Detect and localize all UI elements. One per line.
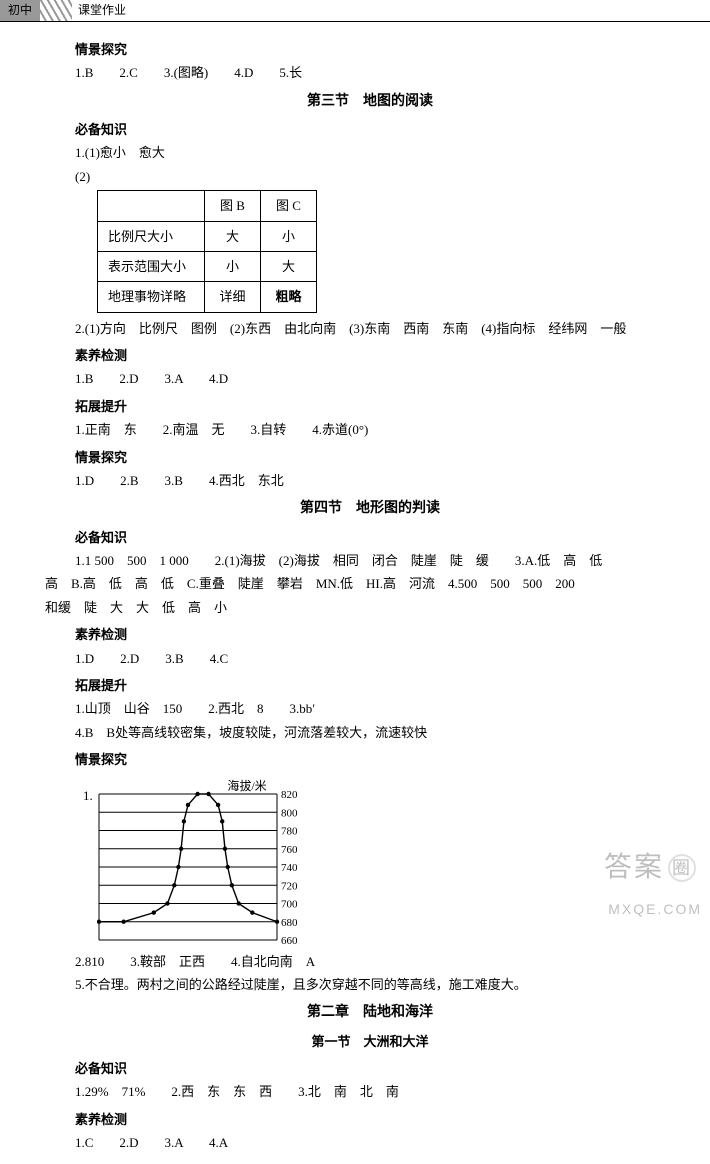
data-point [195, 791, 199, 795]
section-heading: 必备知识 [75, 1057, 665, 1080]
header-divider [40, 0, 72, 21]
header-title: 课堂作业 [72, 0, 132, 23]
data-point [176, 864, 180, 868]
table-cell [98, 191, 205, 221]
comparison-table: 图 B 图 C 比例尺大小 大 小 表示范围大小 小 大 地理事物详略 详细 粗… [97, 190, 317, 313]
data-point [165, 901, 169, 905]
chapter-heading: 第二章 陆地和海洋 [75, 1000, 665, 1025]
answer-line: 1.B 2.D 3.A 4.D [75, 367, 665, 390]
table-cell: 比例尺大小 [98, 221, 205, 251]
table-cell: 大 [261, 251, 317, 281]
data-point [223, 846, 227, 850]
page-content: 情景探究 1.B 2.C 3.(图略) 4.D 5.长 第三节 地图的阅读 必备… [0, 22, 710, 1164]
answer-line: 1.(1)愈小 愈大 [75, 141, 665, 164]
data-point [220, 819, 224, 823]
table-cell: 粗略 [261, 282, 317, 312]
table-cell: 大 [205, 221, 261, 251]
data-point [230, 883, 234, 887]
section-heading: 情景探究 [75, 446, 665, 469]
table-cell: 小 [261, 221, 317, 251]
section-heading: 拓展提升 [75, 674, 665, 697]
chart-title: 海拔/米 [227, 778, 266, 793]
answer-line: 2.810 3.鞍部 正西 4.自北向南 A [75, 950, 665, 973]
table-row: 图 B 图 C [98, 191, 317, 221]
section-heading: 情景探究 [75, 748, 665, 771]
answer-line: 1.C 2.D 3.A 4.A [75, 1131, 665, 1154]
answer-line: 1.正南 东 2.南温 无 3.自转 4.赤道(0°) [75, 418, 665, 441]
table-cell: 详细 [205, 282, 261, 312]
elevation-chart: 海拔/米 820 800 780 760 740 720 700 680 660 [97, 778, 315, 944]
chart-number: 1. [83, 778, 97, 807]
ytick-label: 680 [281, 916, 298, 928]
answer-blocks: 素养检测1.B 2.D 3.A 4.D拓展提升1.正南 东 2.南温 无 3.自… [75, 344, 665, 771]
answer-line: 1.D 2.D 3.B 4.C [75, 647, 665, 670]
data-point [236, 901, 240, 905]
ytick-label: 740 [281, 862, 298, 874]
ytick-label: 820 [281, 789, 298, 801]
ytick-label: 780 [281, 825, 298, 837]
section-heading: 拓展提升 [75, 395, 665, 418]
data-point [152, 910, 156, 914]
answer-line: (2) [75, 165, 665, 188]
answer-line: 1.B 2.C 3.(图略) 4.D 5.长 [75, 61, 665, 84]
table-cell: 表示范围大小 [98, 251, 205, 281]
table-row: 地理事物详略 详细 粗略 [98, 282, 317, 312]
table-cell: 小 [205, 251, 261, 281]
answer-line: 1.D 2.B 3.B 4.西北 东北 [75, 469, 665, 492]
section-heading: 素养检测 [75, 344, 665, 367]
ytick-label: 660 [281, 935, 298, 944]
answer-line: 1.29% 71% 2.西 东 东 西 3.北 南 北 南 [75, 1080, 665, 1103]
table-row: 比例尺大小 大 小 [98, 221, 317, 251]
data-point [250, 910, 254, 914]
page-header: 初中 课堂作业 [0, 0, 710, 22]
answer-line: 5.不合理。两村之间的公路经过陡崖，且多次穿越不同的等高线，施工难度大。 [75, 973, 665, 996]
data-point [216, 802, 220, 806]
answer-blocks: 必备知识1.29% 71% 2.西 东 东 西 3.北 南 北 南素养检测1.C… [75, 1057, 665, 1155]
answer-line: 1.山顶 山谷 150 2.西北 8 3.bb′ [75, 697, 665, 720]
answer-line: 1.1 500 500 1 000 2.(1)海拔 (2)海拔 相同 闭合 陡崖… [75, 549, 665, 572]
section-heading: 必备知识 [75, 526, 665, 549]
data-point [97, 919, 101, 923]
ytick-label: 800 [281, 807, 298, 819]
header-level: 初中 [0, 0, 40, 21]
chapter-heading: 第三节 地图的阅读 [75, 89, 665, 114]
data-point [206, 791, 210, 795]
data-point [182, 819, 186, 823]
answer-line: 2.(1)方向 比例尺 图例 (2)东西 由北向南 (3)东南 西南 东南 (4… [75, 317, 665, 340]
section-heading: 必备知识 [75, 118, 665, 141]
table-cell: 地理事物详略 [98, 282, 205, 312]
section-heading: 素养检测 [75, 623, 665, 646]
series-line [99, 794, 277, 922]
elevation-chart-wrap: 1. 海拔/米 820 800 780 760 740 720 700 680 660 [83, 778, 665, 944]
table-cell: 图 B [205, 191, 261, 221]
answer-line: 和缓 陡 大 大 低 高 小 [45, 596, 665, 619]
data-point [226, 864, 230, 868]
table-cell: 图 C [261, 191, 317, 221]
section-heading: 情景探究 [75, 38, 665, 61]
data-point [179, 846, 183, 850]
section-heading: 素养检测 [75, 1108, 665, 1131]
data-point [172, 883, 176, 887]
chapter-heading: 第四节 地形图的判读 [75, 496, 665, 521]
data-point [186, 802, 190, 806]
table-row: 表示范围大小 小 大 [98, 251, 317, 281]
ytick-label: 760 [281, 843, 298, 855]
data-point [121, 919, 125, 923]
answer-line: 高 B.高 低 高 低 C.重叠 陡崖 攀岩 MN.低 HI.高 河流 4.50… [45, 572, 665, 595]
watermark-url: MXQE.COM [608, 897, 702, 922]
data-point [275, 919, 279, 923]
ytick-label: 720 [281, 880, 298, 892]
answer-line: 4.B B处等高线较密集，坡度较陡，河流落差较大，流速较快 [75, 721, 665, 744]
section-heading-center: 第一节 大洲和大洋 [75, 1030, 665, 1053]
ytick-label: 700 [281, 898, 298, 910]
